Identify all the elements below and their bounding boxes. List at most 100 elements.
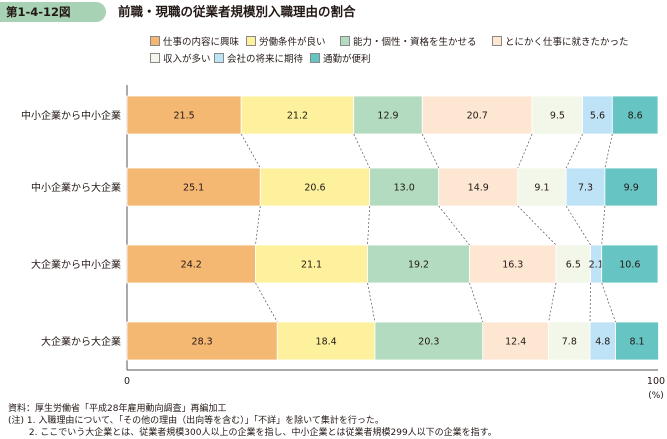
legend-item: 労働条件が良い [246,36,326,49]
data-label: 8.1 [629,337,644,348]
connector-line [240,133,261,169]
bar-segment [374,321,484,361]
chart-notes: 資料：厚生労働省「平成28年雇用動向調査」再編加工 (注) 1. 入職理由につい… [8,403,497,439]
bar-segment [255,244,368,284]
bar-segment [126,167,261,207]
legend-item: 能力・個性・資格を生かせる [340,36,477,49]
bar-segment [555,244,591,284]
data-label: 24.2 [181,260,202,271]
data-label: 28.3 [192,337,213,348]
data-label: 7.3 [578,183,593,194]
data-label: 18.4 [316,337,337,348]
bar-segment [611,95,659,135]
legend-swatch [150,36,160,46]
footnote-2: 2. ここでいう大企業とは、従業者規模300人以上の企業を指し、中小企業とは従業… [8,428,497,438]
category-label: 大企業から大企業 [41,335,121,348]
data-label: 16.3 [502,260,523,271]
legend-swatch [246,36,256,46]
connector-line [589,282,591,323]
connector-line [517,133,533,169]
connector-line [367,282,376,323]
connector-line [255,282,278,323]
x-tick-label: 0 [124,376,130,387]
data-label: 5.6 [590,111,605,122]
legend-item: とにかく仕事に就きたかった [492,36,629,49]
bar-segment [367,244,470,284]
legend-swatch [340,36,350,46]
bar-segment [126,321,278,361]
connector-line [438,205,470,246]
data-label: 10.6 [619,260,640,271]
legend-label: 能力・個性・資格を生かせる [353,37,477,48]
bar-segment [276,321,376,361]
data-label: 12.9 [377,111,398,122]
data-label: 14.9 [468,183,489,194]
bar-segment [438,167,519,207]
legend-label: 仕事の内容に興味 [163,37,240,48]
bar-segment [259,167,371,207]
data-label: 21.5 [174,111,195,122]
data-label: 4.8 [595,337,610,348]
data-label: 25.1 [183,183,204,194]
legend-swatch [492,36,502,46]
data-label: 6.5 [566,260,581,271]
connector-line [421,133,440,169]
data-label: 2.1 [589,260,604,271]
bar-segment [421,95,533,135]
footnote-1: (注) 1. 入職理由について、「その他の理由（出向等を含む）」「不詳」を除いて… [8,416,384,426]
legend-label: 会社の将来に期待 [227,54,304,65]
bar-segment [482,321,550,361]
x-unit-label: (%) [648,391,664,401]
category-label: 大企業から中小企業 [31,258,121,271]
bar-segment [601,244,659,284]
category-label: 中小企業から大企業 [31,181,121,194]
legend-swatch [310,53,320,63]
data-label: 9.1 [534,183,549,194]
connector-line [469,282,484,323]
data-label: 9.5 [550,111,565,122]
legend-swatch [214,53,224,63]
bar-segment [517,167,567,207]
connector-line [565,133,583,169]
bar-segment [589,321,616,361]
bar-segment [353,95,423,135]
data-label: 20.3 [418,337,439,348]
connector-line [517,205,557,246]
data-label: 8.6 [628,111,643,122]
connector-line [601,282,616,323]
figure-title: 前職・現職の従業者規模別入職理由の割合 [118,4,356,19]
legend-item: 通勤が便利 [310,53,371,66]
data-label: 13.0 [394,183,415,194]
bar-segment [126,244,256,284]
bar-segment [548,321,591,361]
category-label: 中小企業から中小企業 [21,109,121,122]
data-label: 19.2 [408,260,429,271]
bar-segment [615,321,659,361]
data-label: 7.8 [562,337,577,348]
bar-segment [469,244,557,284]
data-label: 12.4 [505,337,526,348]
connector-line [601,205,606,246]
data-label: 21.2 [287,111,308,122]
legend-label: とにかく仕事に就きたかった [505,37,629,48]
legend-swatch [150,53,160,63]
connector-line [353,133,370,169]
data-label: 20.7 [467,111,488,122]
x-tick-label: 100 [647,376,665,387]
legend-label: 収入が多い [163,54,211,65]
bar-segment [531,95,583,135]
connector-line [565,205,591,246]
bar-segment [565,167,606,207]
figure-number-badge: 第1-4-12図 [0,2,106,22]
legend-item: 会社の将来に期待 [214,53,303,66]
legend-label: 通勤が便利 [323,54,371,65]
bar-segment [604,167,658,207]
connector-line [367,205,371,246]
bar-segment [582,95,613,135]
legend-label: 労働条件が良い [259,37,326,48]
legend-item: 仕事の内容に興味 [150,36,239,49]
data-label: 21.1 [301,260,322,271]
data-label: 20.6 [304,183,325,194]
legend-item: 収入が多い [150,53,211,66]
